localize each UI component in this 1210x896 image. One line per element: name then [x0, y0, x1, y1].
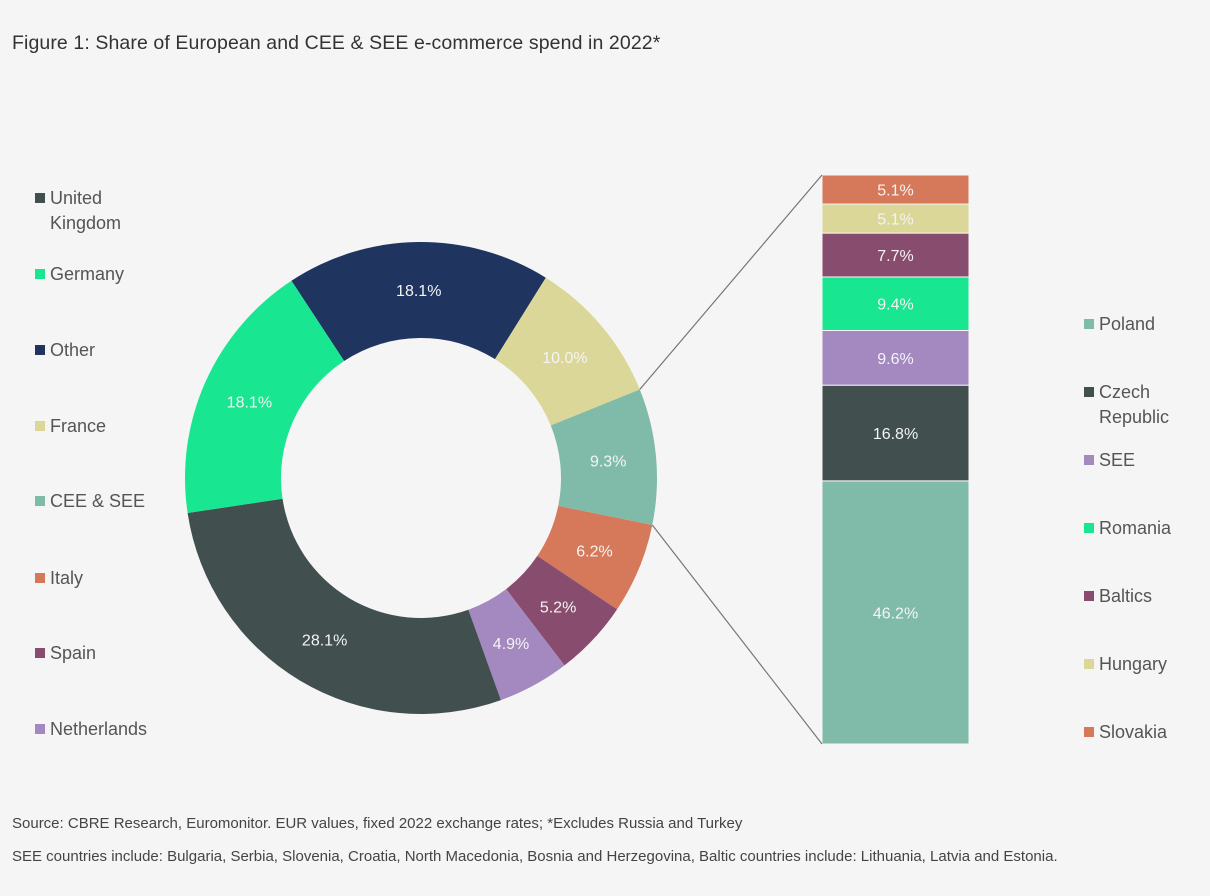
legend-swatch — [35, 573, 45, 583]
legend-item-baltics: Baltics — [1084, 584, 1153, 609]
legend-label: SEE — [1099, 450, 1136, 470]
bar-segment-see — [821, 329, 970, 386]
legend-item-other: Other — [35, 338, 96, 363]
legend-swatch — [1084, 591, 1094, 601]
slice-spain — [506, 555, 618, 666]
legend-item-germany: Germany — [35, 262, 125, 287]
legend-item-see: SEE — [1084, 448, 1136, 473]
source-note: Source: CBRE Research, Euromonitor. EUR … — [12, 815, 743, 832]
legend-item-france: France — [35, 414, 107, 439]
slice-label-italy: 6.2% — [576, 543, 612, 560]
slice-label-cee-see: 9.3% — [590, 454, 626, 471]
legend-label: Other — [50, 340, 96, 360]
slice-label-france: 10.0% — [542, 350, 587, 367]
legend-swatch — [35, 345, 45, 355]
legend-label: Spain — [50, 643, 97, 663]
chart-title: Figure 1: Share of European and CEE & SE… — [12, 32, 661, 54]
legend-item-poland: Poland — [1084, 312, 1156, 337]
legend-swatch — [35, 193, 45, 203]
see-note: SEE countries include: Bulgaria, Serbia,… — [12, 848, 1058, 865]
legend-label: Italy — [50, 568, 84, 588]
slice-label-germany: 18.1% — [227, 394, 272, 411]
slice-label-spain: 5.2% — [540, 600, 576, 617]
slice-label-united-kingdom: 28.1% — [302, 632, 347, 649]
legend-label: Poland — [1099, 314, 1156, 334]
legend-label: CEE & SEE — [50, 491, 146, 511]
legend-swatch — [35, 724, 45, 734]
bar-segment-baltics — [821, 232, 970, 278]
legend-swatch — [35, 421, 45, 431]
legend-swatch — [35, 648, 45, 658]
legend-label: United — [50, 188, 103, 208]
legend-item-slovakia: Slovakia — [1084, 720, 1168, 745]
bar-label-see: 9.6% — [877, 351, 913, 368]
slice-cee-see — [550, 389, 657, 525]
slice-label-netherlands: 4.9% — [493, 636, 529, 653]
legend-item-romania: Romania — [1084, 516, 1172, 541]
legend-label: Slovakia — [1099, 722, 1168, 742]
bar-label-czech-republic: 16.8% — [873, 426, 918, 443]
legend-item-hungary: Hungary — [1084, 652, 1168, 677]
legend-label: Romania — [1099, 518, 1172, 538]
legend-swatch — [35, 496, 45, 506]
bar-segment-romania — [821, 276, 970, 331]
bar-label-romania: 9.4% — [877, 297, 913, 314]
bar-segment-poland — [821, 480, 970, 745]
legend-item-united-kingdom: United Kingdom — [35, 186, 122, 236]
legend-label: Republic — [1099, 407, 1170, 427]
slice-netherlands — [468, 589, 565, 701]
slice-italy — [537, 505, 653, 610]
legend-swatch — [1084, 387, 1094, 397]
legend-swatch — [1084, 319, 1094, 329]
bar-segment-slovakia — [821, 174, 970, 205]
legend-label: Hungary — [1099, 654, 1168, 674]
legend-item-czech-republic: Czech Republic — [1084, 380, 1170, 430]
bar-segment-czech-republic — [821, 384, 970, 482]
legend-swatch — [1084, 727, 1094, 737]
legend-label: Czech — [1099, 382, 1151, 402]
slice-other — [291, 242, 546, 361]
legend-item-spain: Spain — [35, 641, 97, 666]
legend-label: Kingdom — [50, 213, 122, 233]
legend-label: Netherlands — [50, 719, 148, 739]
legend-swatch — [1084, 659, 1094, 669]
bar-label-poland: 46.2% — [873, 605, 918, 622]
slice-label-other: 18.1% — [396, 283, 441, 300]
legend-label: Germany — [50, 264, 125, 284]
connector-line-bottom — [651, 524, 823, 745]
legend-item-netherlands: Netherlands — [35, 717, 148, 742]
legend-swatch — [1084, 523, 1094, 533]
legend-item-italy: Italy — [35, 566, 84, 591]
legend-label: Baltics — [1099, 586, 1153, 606]
connector-line-top — [639, 174, 823, 390]
slice-united-kingdom — [187, 498, 501, 714]
legend-label: France — [50, 416, 107, 436]
bar-label-slovakia: 5.1% — [877, 183, 913, 200]
legend-item-cee-see: CEE & SEE — [35, 489, 146, 514]
slice-germany — [185, 280, 345, 513]
bar-label-hungary: 5.1% — [877, 212, 913, 229]
slice-france — [495, 277, 640, 426]
legend-swatch — [35, 269, 45, 279]
legend-swatch — [1084, 455, 1094, 465]
bar-label-baltics: 7.7% — [877, 248, 913, 265]
